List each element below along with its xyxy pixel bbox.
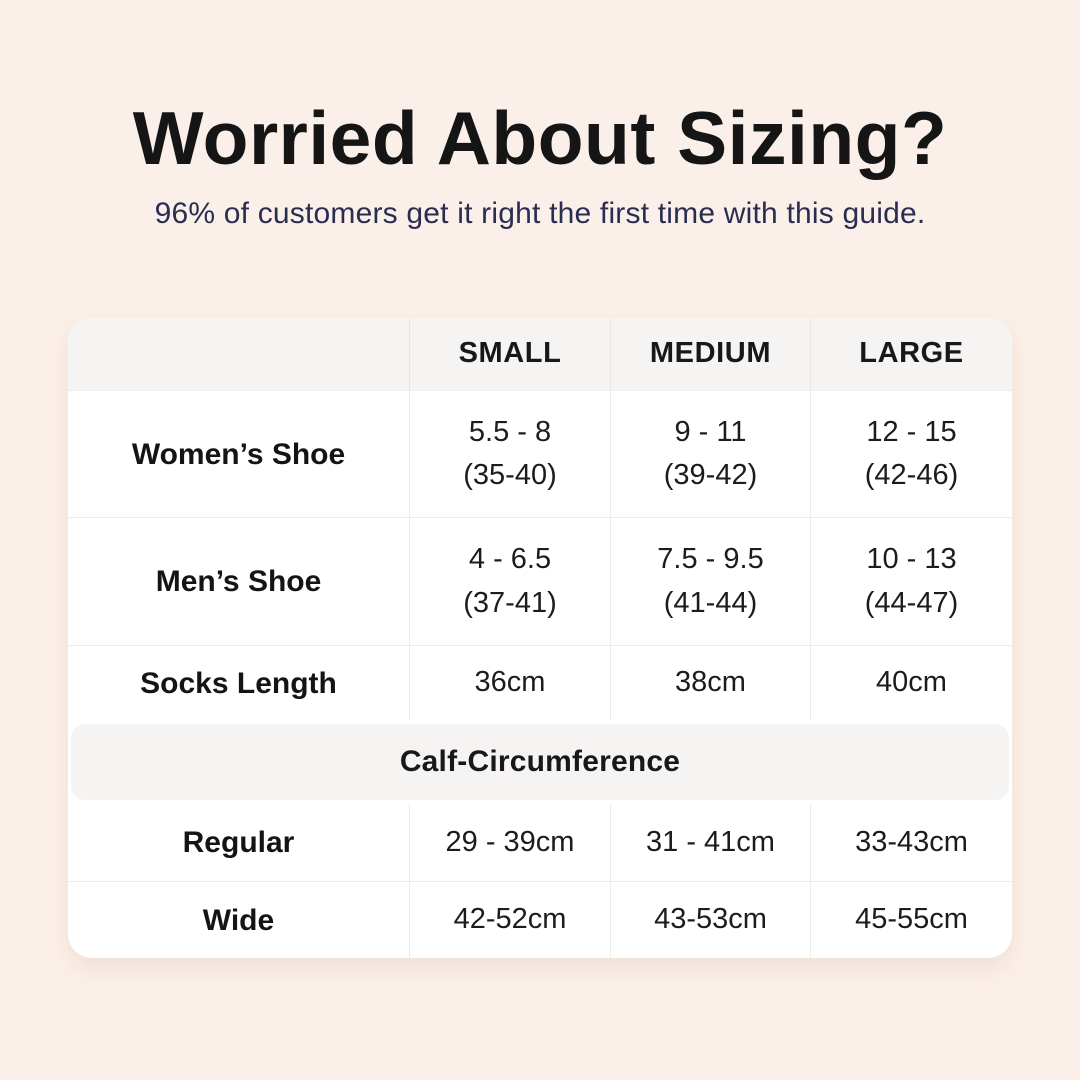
page-title: Worried About Sizing? bbox=[132, 96, 948, 180]
socks-length-small-cell: 36cm bbox=[410, 646, 611, 720]
socks-length-medium-cell: 38cm bbox=[611, 646, 811, 720]
wide-small-cell: 42-52cm bbox=[410, 882, 611, 958]
mens-shoe-medium-eu: (41-44) bbox=[663, 586, 758, 619]
column-header-blank bbox=[68, 318, 410, 390]
row-label-wide: Wide bbox=[68, 882, 410, 958]
womens-shoe-small-us: 5.5 - 8 bbox=[468, 415, 552, 448]
regular-small-cell: 29 - 39cm bbox=[410, 804, 611, 881]
mens-shoe-small-cell: 4 - 6.5 (37-41) bbox=[410, 518, 611, 645]
mens-shoe-small-us: 4 - 6.5 bbox=[468, 543, 552, 575]
size-table-card: SMALL MEDIUM LARGE Women’s Shoe 5.5 - 8 … bbox=[68, 318, 1012, 958]
wide-large-cell: 45-55cm bbox=[855, 903, 968, 936]
column-header-medium: MEDIUM bbox=[611, 318, 811, 390]
table-row-womens-shoe: Women’s Shoe 5.5 - 8 (35-40) 9 - 11 (39-… bbox=[68, 390, 1012, 518]
table-row-regular: Regular 29 - 39cm 31 - 41cm 33-43cm bbox=[68, 804, 1012, 882]
womens-shoe-large-cell: 12 - 15 (42-46) bbox=[811, 391, 1012, 517]
table-header-row: SMALL MEDIUM LARGE bbox=[68, 318, 1012, 390]
page-subtitle: 96% of customers get it right the first … bbox=[154, 197, 926, 230]
regular-medium-cell: 31 - 41cm bbox=[611, 804, 811, 881]
row-label-womens-shoe: Women’s Shoe bbox=[68, 391, 410, 517]
table-row-socks-length: Socks Length 36cm 38cm 40cm bbox=[68, 646, 1012, 720]
mens-shoe-medium-cell: 7.5 - 9.5 (41-44) bbox=[611, 518, 811, 645]
socks-length-large-cell: 40cm bbox=[876, 666, 947, 699]
calf-circumference-section-header: Calf-Circumference bbox=[71, 724, 1009, 800]
hero-section: Worried About Sizing? 96% of customers g… bbox=[0, 96, 1080, 232]
column-header-large: LARGE bbox=[859, 337, 964, 370]
womens-shoe-medium-cell: 9 - 11 (39-42) bbox=[611, 391, 811, 517]
table-row-wide: Wide 42-52cm 43-53cm 45-55cm bbox=[68, 882, 1012, 958]
mens-shoe-large-us: 10 - 13 bbox=[866, 543, 957, 575]
table-row-mens-shoe: Men’s Shoe 4 - 6.5 (37-41) 7.5 - 9.5 (41… bbox=[68, 518, 1012, 646]
womens-shoe-small-eu: (35-40) bbox=[463, 459, 557, 491]
regular-large-cell: 33-43cm bbox=[855, 825, 968, 858]
column-header-small: SMALL bbox=[410, 318, 611, 390]
wide-medium-cell: 43-53cm bbox=[611, 882, 811, 958]
mens-shoe-large-eu: (44-47) bbox=[864, 586, 959, 619]
womens-shoe-medium-us: 9 - 11 bbox=[674, 415, 747, 448]
row-label-regular: Regular bbox=[68, 804, 410, 881]
mens-shoe-small-eu: (37-41) bbox=[463, 586, 557, 619]
womens-shoe-large-eu: (42-46) bbox=[864, 459, 959, 491]
womens-shoe-medium-eu: (39-42) bbox=[663, 459, 758, 491]
mens-shoe-medium-us: 7.5 - 9.5 bbox=[657, 543, 764, 575]
womens-shoe-large-us: 12 - 15 bbox=[866, 415, 957, 448]
row-label-socks-length: Socks Length bbox=[68, 646, 410, 720]
womens-shoe-small-cell: 5.5 - 8 (35-40) bbox=[410, 391, 611, 517]
mens-shoe-large-cell: 10 - 13 (44-47) bbox=[811, 518, 1012, 645]
row-label-mens-shoe: Men’s Shoe bbox=[68, 518, 410, 645]
